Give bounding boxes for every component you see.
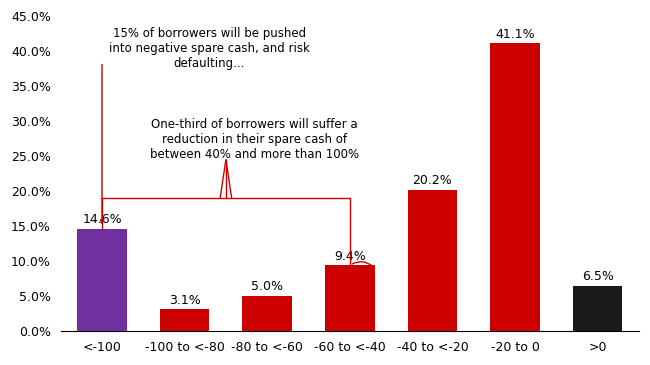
Bar (408, 190, 457, 331)
Text: 9.4%: 9.4% (334, 250, 366, 262)
Text: 41.1%: 41.1% (495, 28, 535, 41)
Text: One-third of borrowers will suffer a
reduction in their spare cash of
between 40: One-third of borrowers will suffer a red… (150, 118, 359, 161)
Bar (77, 229, 127, 331)
Bar (325, 265, 374, 331)
Text: 14.6%: 14.6% (82, 213, 122, 226)
Bar (160, 310, 209, 331)
Text: 3.1%: 3.1% (169, 294, 200, 307)
Text: 15% of borrowers will be pushed
into negative spare cash, and risk
defaulting...: 15% of borrowers will be pushed into neg… (109, 27, 310, 70)
Bar (242, 296, 292, 331)
Text: 20.2%: 20.2% (413, 174, 452, 187)
Text: 6.5%: 6.5% (582, 270, 614, 283)
Bar (490, 43, 540, 331)
Text: 5.0%: 5.0% (251, 280, 283, 293)
Bar (573, 286, 622, 331)
